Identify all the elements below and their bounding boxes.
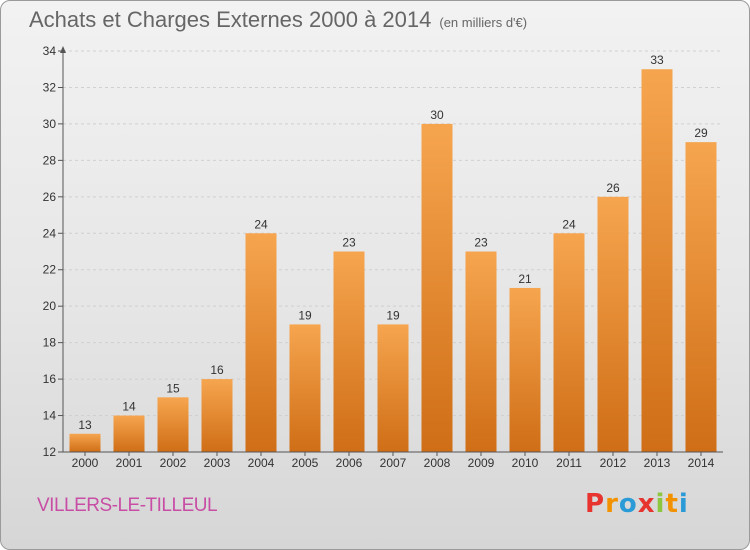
y-tick-label: 22 [43, 263, 57, 277]
bar-value-label: 15 [166, 381, 180, 395]
brand-logo: Proxiti [585, 489, 689, 519]
x-tick-label: 2012 [600, 456, 627, 470]
bar-value-label: 33 [650, 53, 664, 67]
bar [201, 379, 233, 452]
x-tick-label: 2014 [688, 456, 715, 470]
bar-value-label: 24 [254, 217, 268, 231]
bar [597, 196, 629, 452]
bar [421, 123, 453, 452]
brand-letter: x [637, 489, 656, 519]
bar-value-label: 14 [122, 400, 136, 414]
bar-value-label: 30 [430, 108, 444, 122]
y-tick-label: 26 [43, 190, 57, 204]
x-tick-label: 2006 [336, 456, 363, 470]
bar [333, 251, 365, 452]
x-tick-label: 2000 [72, 456, 99, 470]
x-tick-label: 2007 [380, 456, 407, 470]
y-tick-label: 16 [43, 372, 57, 386]
x-tick-label: 2004 [248, 456, 275, 470]
bar [113, 415, 145, 452]
bar-value-label: 21 [518, 272, 532, 286]
y-axis-arrow [60, 46, 66, 53]
x-tick-label: 2011 [556, 456, 582, 470]
bar-value-label: 24 [562, 217, 576, 231]
location-label: VILLERS-LE-TILLEUL [37, 495, 218, 516]
bar-value-label: 16 [210, 363, 224, 377]
bar-value-label: 23 [474, 236, 488, 250]
chart-title-text: Achats et Charges Externes 2000 à 2014 [29, 7, 432, 32]
chart-unit: (en milliers d'€) [439, 15, 528, 30]
bar [377, 324, 409, 452]
brand-letter: o [618, 489, 638, 519]
bar-value-label: 19 [386, 308, 400, 322]
brand-letter: r [605, 489, 619, 519]
bar [641, 69, 673, 453]
y-tick-label: 12 [43, 445, 57, 459]
bar [245, 233, 277, 452]
bar-value-label: 13 [78, 418, 92, 432]
brand-letter: t [665, 489, 679, 519]
x-tick-label: 2010 [512, 456, 539, 470]
y-tick-label: 14 [43, 409, 57, 423]
x-tick-label: 2008 [424, 456, 451, 470]
bar-value-label: 19 [298, 308, 312, 322]
y-tick-label: 32 [43, 80, 57, 94]
bar [685, 142, 717, 453]
x-tick-label: 2005 [292, 456, 319, 470]
bar [509, 287, 541, 452]
brand-letter: P [585, 489, 606, 519]
bar-value-label: 23 [342, 236, 356, 250]
y-tick-label: 30 [43, 117, 57, 131]
bar [157, 397, 189, 452]
bar [289, 324, 321, 452]
x-tick-label: 2003 [204, 456, 231, 470]
y-tick-label: 34 [43, 44, 57, 58]
x-tick-label: 2002 [160, 456, 187, 470]
brand-letter: i [655, 489, 666, 519]
bar [465, 251, 497, 452]
brand-letter: i [678, 489, 689, 519]
bar-value-label: 29 [694, 126, 708, 140]
x-tick-label: 2013 [644, 456, 671, 470]
bar [553, 233, 585, 452]
y-tick-label: 24 [43, 226, 57, 240]
bar [69, 433, 101, 452]
y-tick-label: 20 [43, 299, 57, 313]
y-tick-label: 28 [43, 153, 57, 167]
y-tick-label: 18 [43, 336, 57, 350]
chart-title: Achats et Charges Externes 2000 à 2014 (e… [29, 7, 527, 33]
x-tick-label: 2001 [116, 456, 143, 470]
bar-value-label: 26 [606, 181, 620, 195]
x-tick-label: 2009 [468, 456, 495, 470]
